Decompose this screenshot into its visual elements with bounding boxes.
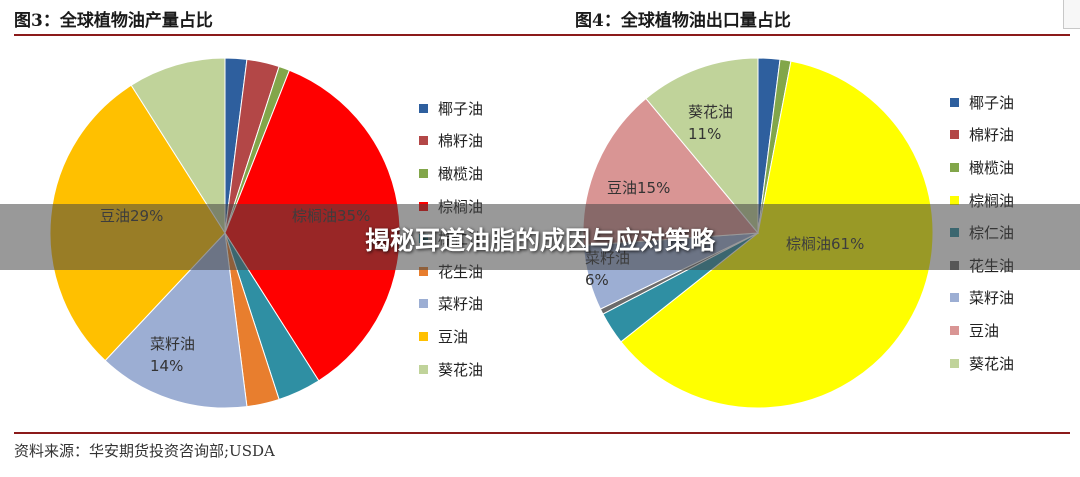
production-legend-item-8: 豆油 <box>419 320 483 353</box>
export-legend-label-1: 椰子油 <box>969 93 1015 112</box>
export-data-label-9: 葵花油 11% <box>688 103 733 143</box>
production-legend-swatch-2 <box>419 136 428 146</box>
export-legend-label-2: 棉籽油 <box>969 126 1015 145</box>
bottom-divider <box>14 432 1070 434</box>
production-data-label-7: 菜籽油 14% <box>150 335 195 375</box>
production-legend-label-3: 橄榄油 <box>438 164 484 183</box>
export-legend-swatch-2 <box>950 130 959 140</box>
export-legend-item-3: 橄榄油 <box>950 151 1014 184</box>
export-legend-item-2: 棉籽油 <box>950 119 1014 152</box>
production-legend-swatch-3 <box>419 168 428 178</box>
export-data-label-8: 豆油15% <box>607 179 670 197</box>
production-legend-item-1: 椰子油 <box>419 92 483 125</box>
export-slice-9 <box>645 57 759 235</box>
export-legend-item-9: 葵花油 <box>950 347 1014 380</box>
export-legend-swatch-1 <box>950 97 959 107</box>
production-legend-item-3: 橄榄油 <box>419 157 483 190</box>
export-legend-swatch-9 <box>950 358 959 368</box>
export-legend-label-7: 菜籽油 <box>969 289 1015 308</box>
production-legend-label-7: 菜籽油 <box>438 295 484 314</box>
export-legend-swatch-4 <box>950 195 959 205</box>
production-legend-label-9: 葵花油 <box>438 360 484 379</box>
production-slice-9 <box>130 57 226 235</box>
production-slice-7 <box>104 231 248 409</box>
production-legend-swatch-9 <box>419 364 428 374</box>
production-legend-label-1: 椰子油 <box>438 99 484 118</box>
export-legend-label-9: 葵花油 <box>969 354 1015 373</box>
production-legend-swatch-1 <box>419 103 428 113</box>
production-legend-swatch-8 <box>419 331 428 341</box>
article-title[interactable]: 揭秘耳道油脂的成因与应对策略 <box>364 226 715 255</box>
production-legend-item-7: 菜籽油 <box>419 288 483 321</box>
production-legend-swatch-6 <box>419 266 428 276</box>
corner-icon <box>1063 0 1080 29</box>
export-legend-swatch-7 <box>950 293 959 303</box>
figure-right-title: 图4：全球植物油出口量占比 <box>575 11 791 31</box>
title-banner <box>0 204 1080 270</box>
export-legend-label-3: 橄榄油 <box>969 158 1015 177</box>
production-legend-item-9: 葵花油 <box>419 353 483 386</box>
production-legend-swatch-7 <box>419 299 428 309</box>
production-legend-label-8: 豆油 <box>438 327 469 346</box>
production-legend-label-2: 棉籽油 <box>438 132 484 151</box>
top-divider <box>14 34 1070 36</box>
source-note: 资料来源：华安期货投资咨询部;USDA <box>14 442 275 460</box>
export-legend-swatch-3 <box>950 162 959 172</box>
export-legend-item-8: 豆油 <box>950 314 1014 347</box>
export-legend-label-8: 豆油 <box>969 321 1000 340</box>
figure-left-title: 图3：全球植物油产量占比 <box>14 11 213 31</box>
export-legend-item-1: 椰子油 <box>950 86 1014 119</box>
export-legend-item-7: 菜籽油 <box>950 282 1014 315</box>
production-legend-item-2: 棉籽油 <box>419 125 483 158</box>
export-legend-swatch-8 <box>950 325 959 335</box>
